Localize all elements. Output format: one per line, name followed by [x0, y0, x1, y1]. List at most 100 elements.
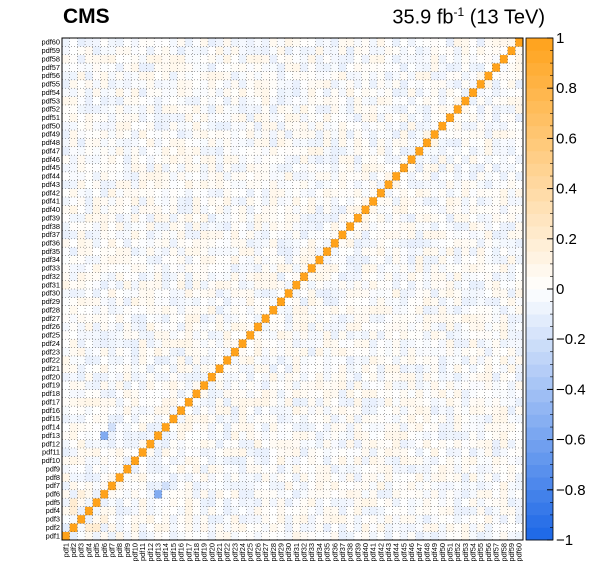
heatmap-cell: [492, 414, 501, 424]
x-tick-label: pdf57: [492, 543, 501, 562]
heatmap-cell: [469, 121, 478, 131]
heatmap-cell: [169, 481, 178, 491]
heatmap-cell: [361, 88, 370, 97]
heatmap-cell: [377, 447, 385, 457]
heatmap-cell: [377, 163, 385, 173]
heatmap-cell: [453, 297, 462, 307]
heatmap-cell: [100, 372, 109, 382]
heatmap-cell: [515, 397, 524, 407]
heatmap-cell: [492, 138, 501, 148]
heatmap-cell: [407, 146, 416, 156]
heatmap-cell: [115, 188, 124, 198]
heatmap-cell: [453, 406, 462, 415]
heatmap-cell: [361, 381, 370, 390]
y-tick-label: pdf53: [42, 96, 61, 105]
heatmap-cell: [177, 347, 186, 357]
heatmap-cell: [192, 347, 201, 357]
heatmap-cell: [300, 489, 309, 499]
heatmap-cell: [415, 163, 424, 173]
heatmap-cell: [115, 464, 124, 474]
heatmap-cell: [330, 180, 339, 189]
heatmap-cell: [323, 163, 332, 173]
heatmap-cell: [323, 79, 332, 89]
heatmap-cell: [469, 213, 478, 223]
heatmap-cell: [207, 130, 216, 139]
heatmap-cell: [346, 431, 355, 440]
y-tick-label: pdf6: [46, 489, 60, 498]
heatmap-cell: [353, 238, 362, 248]
heatmap-cell: [261, 297, 270, 307]
heatmap-cell: [85, 464, 94, 474]
heatmap-cell: [146, 314, 155, 323]
heatmap-cell: [77, 406, 86, 415]
heatmap-cell: [146, 171, 155, 181]
heatmap-cell: [261, 523, 270, 532]
heatmap-cell: [85, 238, 94, 248]
heatmap-cell: [62, 171, 70, 181]
heatmap-cell: [177, 322, 186, 332]
heatmap-cell: [200, 138, 209, 148]
y-tick-label: pdf59: [42, 46, 61, 55]
heatmap-cell: [338, 506, 347, 516]
heatmap-cell: [353, 381, 362, 390]
heatmap-cell: [131, 272, 140, 281]
heatmap-cell: [300, 531, 309, 541]
heatmap-cell: [438, 247, 447, 256]
heatmap-cell: [108, 381, 117, 390]
heatmap-cell: [492, 280, 501, 290]
heatmap-cell: [315, 121, 324, 131]
heatmap-cell: [215, 414, 224, 424]
heatmap-cell: [461, 79, 470, 89]
heatmap-cell: [123, 138, 132, 148]
colorbar-band: [526, 439, 553, 453]
heatmap-cell: [85, 38, 94, 47]
heatmap-cell: [499, 163, 508, 173]
heatmap-cell: [77, 355, 86, 365]
heatmap-cell: [284, 155, 293, 164]
heatmap-cell: [300, 71, 309, 81]
heatmap-cell: [330, 171, 339, 181]
x-tick-label: pdf10: [130, 543, 139, 562]
heatmap-cell: [438, 481, 447, 491]
heatmap-cell: [161, 230, 170, 240]
heatmap-cell: [515, 297, 524, 307]
heatmap-cell: [461, 130, 470, 139]
heatmap-cell: [161, 431, 170, 440]
heatmap-cell: [200, 63, 209, 72]
heatmap-cell: [461, 330, 470, 340]
heatmap-cell: [307, 180, 316, 189]
heatmap-cell: [369, 196, 378, 206]
heatmap-cell: [484, 289, 493, 298]
heatmap-cell: [377, 272, 385, 281]
heatmap-cell: [138, 79, 147, 89]
heatmap-cell: [92, 481, 101, 491]
heatmap-cell: [62, 188, 70, 198]
heatmap-cell: [192, 531, 201, 541]
heatmap-cell: [108, 96, 117, 106]
heatmap-cell: [446, 38, 455, 47]
heatmap-cell: [492, 180, 501, 189]
heatmap-cell: [315, 138, 324, 148]
heatmap-cell: [469, 63, 478, 72]
heatmap-cell: [254, 347, 263, 357]
heatmap-cell: [499, 297, 508, 307]
heatmap-cell: [184, 272, 193, 281]
heatmap-cell: [138, 280, 147, 290]
heatmap-cell: [161, 447, 170, 457]
heatmap-cell: [384, 113, 393, 122]
heatmap-cell: [69, 230, 78, 240]
heatmap-cell: [123, 130, 132, 139]
heatmap-cell: [284, 297, 293, 307]
heatmap-cell: [330, 38, 339, 47]
heatmap-cell: [300, 263, 309, 273]
heatmap-cell: [484, 71, 493, 81]
heatmap-cell: [154, 406, 163, 415]
heatmap-cell: [430, 523, 439, 532]
heatmap-cell: [154, 230, 163, 240]
heatmap-cell: [407, 531, 416, 541]
heatmap-cell: [407, 506, 416, 516]
heatmap-cell: [177, 71, 186, 81]
heatmap-cell: [492, 79, 501, 89]
heatmap-cell: [446, 130, 455, 139]
heatmap-cell: [292, 79, 301, 89]
